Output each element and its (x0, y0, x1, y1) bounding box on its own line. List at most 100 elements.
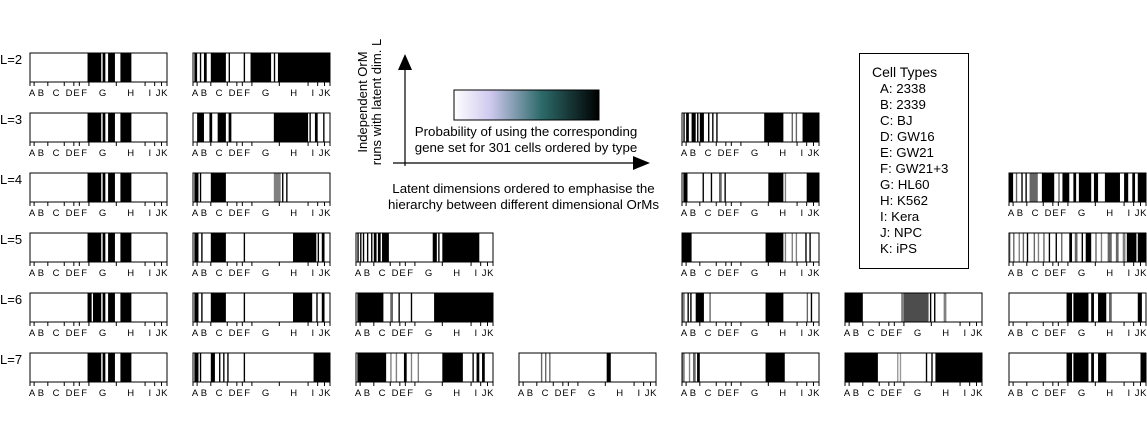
tick-label: F (81, 328, 87, 339)
tick-label: H (127, 208, 134, 219)
heatmap-band (702, 173, 704, 202)
tick-label: C (868, 388, 875, 399)
heatmap-band (686, 113, 689, 142)
heatmap-band (692, 353, 696, 382)
heatmap-band (699, 113, 704, 142)
heatmap-band (1095, 233, 1097, 262)
cell-types-legend: Cell Types A: 2338 B: 2339 C: BJ D: GW16… (859, 53, 969, 269)
tick-label: D (66, 328, 73, 339)
tick-label: K (487, 388, 494, 399)
tick-label: J (808, 268, 813, 279)
tick-label: B (201, 328, 207, 339)
panel-frame (844, 352, 983, 383)
tick-label: D (555, 388, 562, 399)
heatmap-band (765, 353, 785, 382)
heatmap-band (228, 53, 230, 82)
heatmap-band (1132, 173, 1136, 202)
tick-label: J (156, 268, 161, 279)
tick-label: B (690, 328, 696, 339)
tick-label: I (638, 388, 641, 399)
heatmap-band (120, 293, 132, 322)
heatmap-band (1013, 233, 1015, 262)
tick-label: E (73, 88, 79, 99)
heatmap-band (243, 353, 246, 382)
tick-label: H (290, 88, 297, 99)
tick-label: H (779, 268, 786, 279)
tick-label: D (718, 328, 725, 339)
panel-frame (1008, 172, 1147, 203)
heatmap-band (683, 173, 688, 202)
heatmap-band (120, 233, 132, 262)
heatmap-band (806, 173, 819, 202)
tick-label: D (229, 268, 236, 279)
panel-frame (29, 292, 168, 323)
heatmap-band (1073, 173, 1077, 202)
heatmap-band (810, 293, 813, 322)
tick-label: G (751, 208, 758, 219)
heatmap-band (201, 293, 203, 322)
heatmap-band (1066, 293, 1073, 322)
tick-label: E (399, 388, 405, 399)
heatmap-band (194, 233, 199, 262)
heatmap-band (250, 53, 272, 82)
tick-label: E (73, 328, 79, 339)
tick-label: B (853, 328, 859, 339)
panel-background (682, 353, 819, 382)
panel-frame (29, 232, 168, 263)
tick-label: B (527, 388, 533, 399)
tick-label: A (681, 388, 688, 399)
tick-label: A (192, 148, 199, 159)
tick-label: J (971, 388, 976, 399)
colorbar-label: Probability of using the corresponding g… (400, 124, 652, 156)
heatmap-band (688, 353, 691, 382)
tick-label: B (364, 268, 370, 279)
tick-label: F (244, 88, 250, 99)
tick-label: H (453, 388, 460, 399)
tick-label: K (487, 328, 494, 339)
tick-label: I (1128, 328, 1131, 339)
tick-label: I (149, 208, 152, 219)
heatmap-band (108, 353, 115, 382)
tick-label: E (1052, 268, 1058, 279)
legend-item: E: GW21 (880, 145, 934, 160)
heatmap-band (929, 293, 932, 322)
tick-label: K (161, 388, 168, 399)
heatmap-band (1109, 293, 1112, 322)
tick-label: F (407, 388, 413, 399)
heatmap-band (442, 233, 480, 262)
heatmap-band (87, 293, 92, 322)
tick-label: E (725, 388, 731, 399)
tick-label: A (844, 388, 851, 399)
heatmap-band (273, 113, 309, 142)
tick-label: J (808, 148, 813, 159)
tick-label: G (751, 328, 758, 339)
tick-label: G (262, 388, 269, 399)
x-axis-arrowhead (633, 156, 650, 170)
heatmap-band (321, 293, 325, 322)
tick-label: G (262, 268, 269, 279)
heatmap-band (203, 53, 207, 82)
tick-label: A (518, 388, 525, 399)
tick-label: A (355, 388, 362, 399)
tick-label: A (192, 328, 199, 339)
tick-label: H (127, 388, 134, 399)
tick-label: H (127, 268, 134, 279)
tick-label: D (1045, 208, 1052, 219)
tick-label: I (964, 328, 967, 339)
tick-label: J (319, 388, 324, 399)
x-arrow-label: Latent dimensions ordered to emphasise t… (370, 181, 677, 213)
tick-label: F (733, 328, 739, 339)
tick-label: A (1008, 388, 1015, 399)
tick-label: G (1078, 208, 1085, 219)
tick-label: D (66, 388, 73, 399)
heatmap-band (273, 53, 276, 82)
tick-label: C (1032, 268, 1039, 279)
tick-label: K (324, 148, 331, 159)
heatmap-band (765, 293, 784, 322)
tick-label: C (53, 208, 60, 219)
